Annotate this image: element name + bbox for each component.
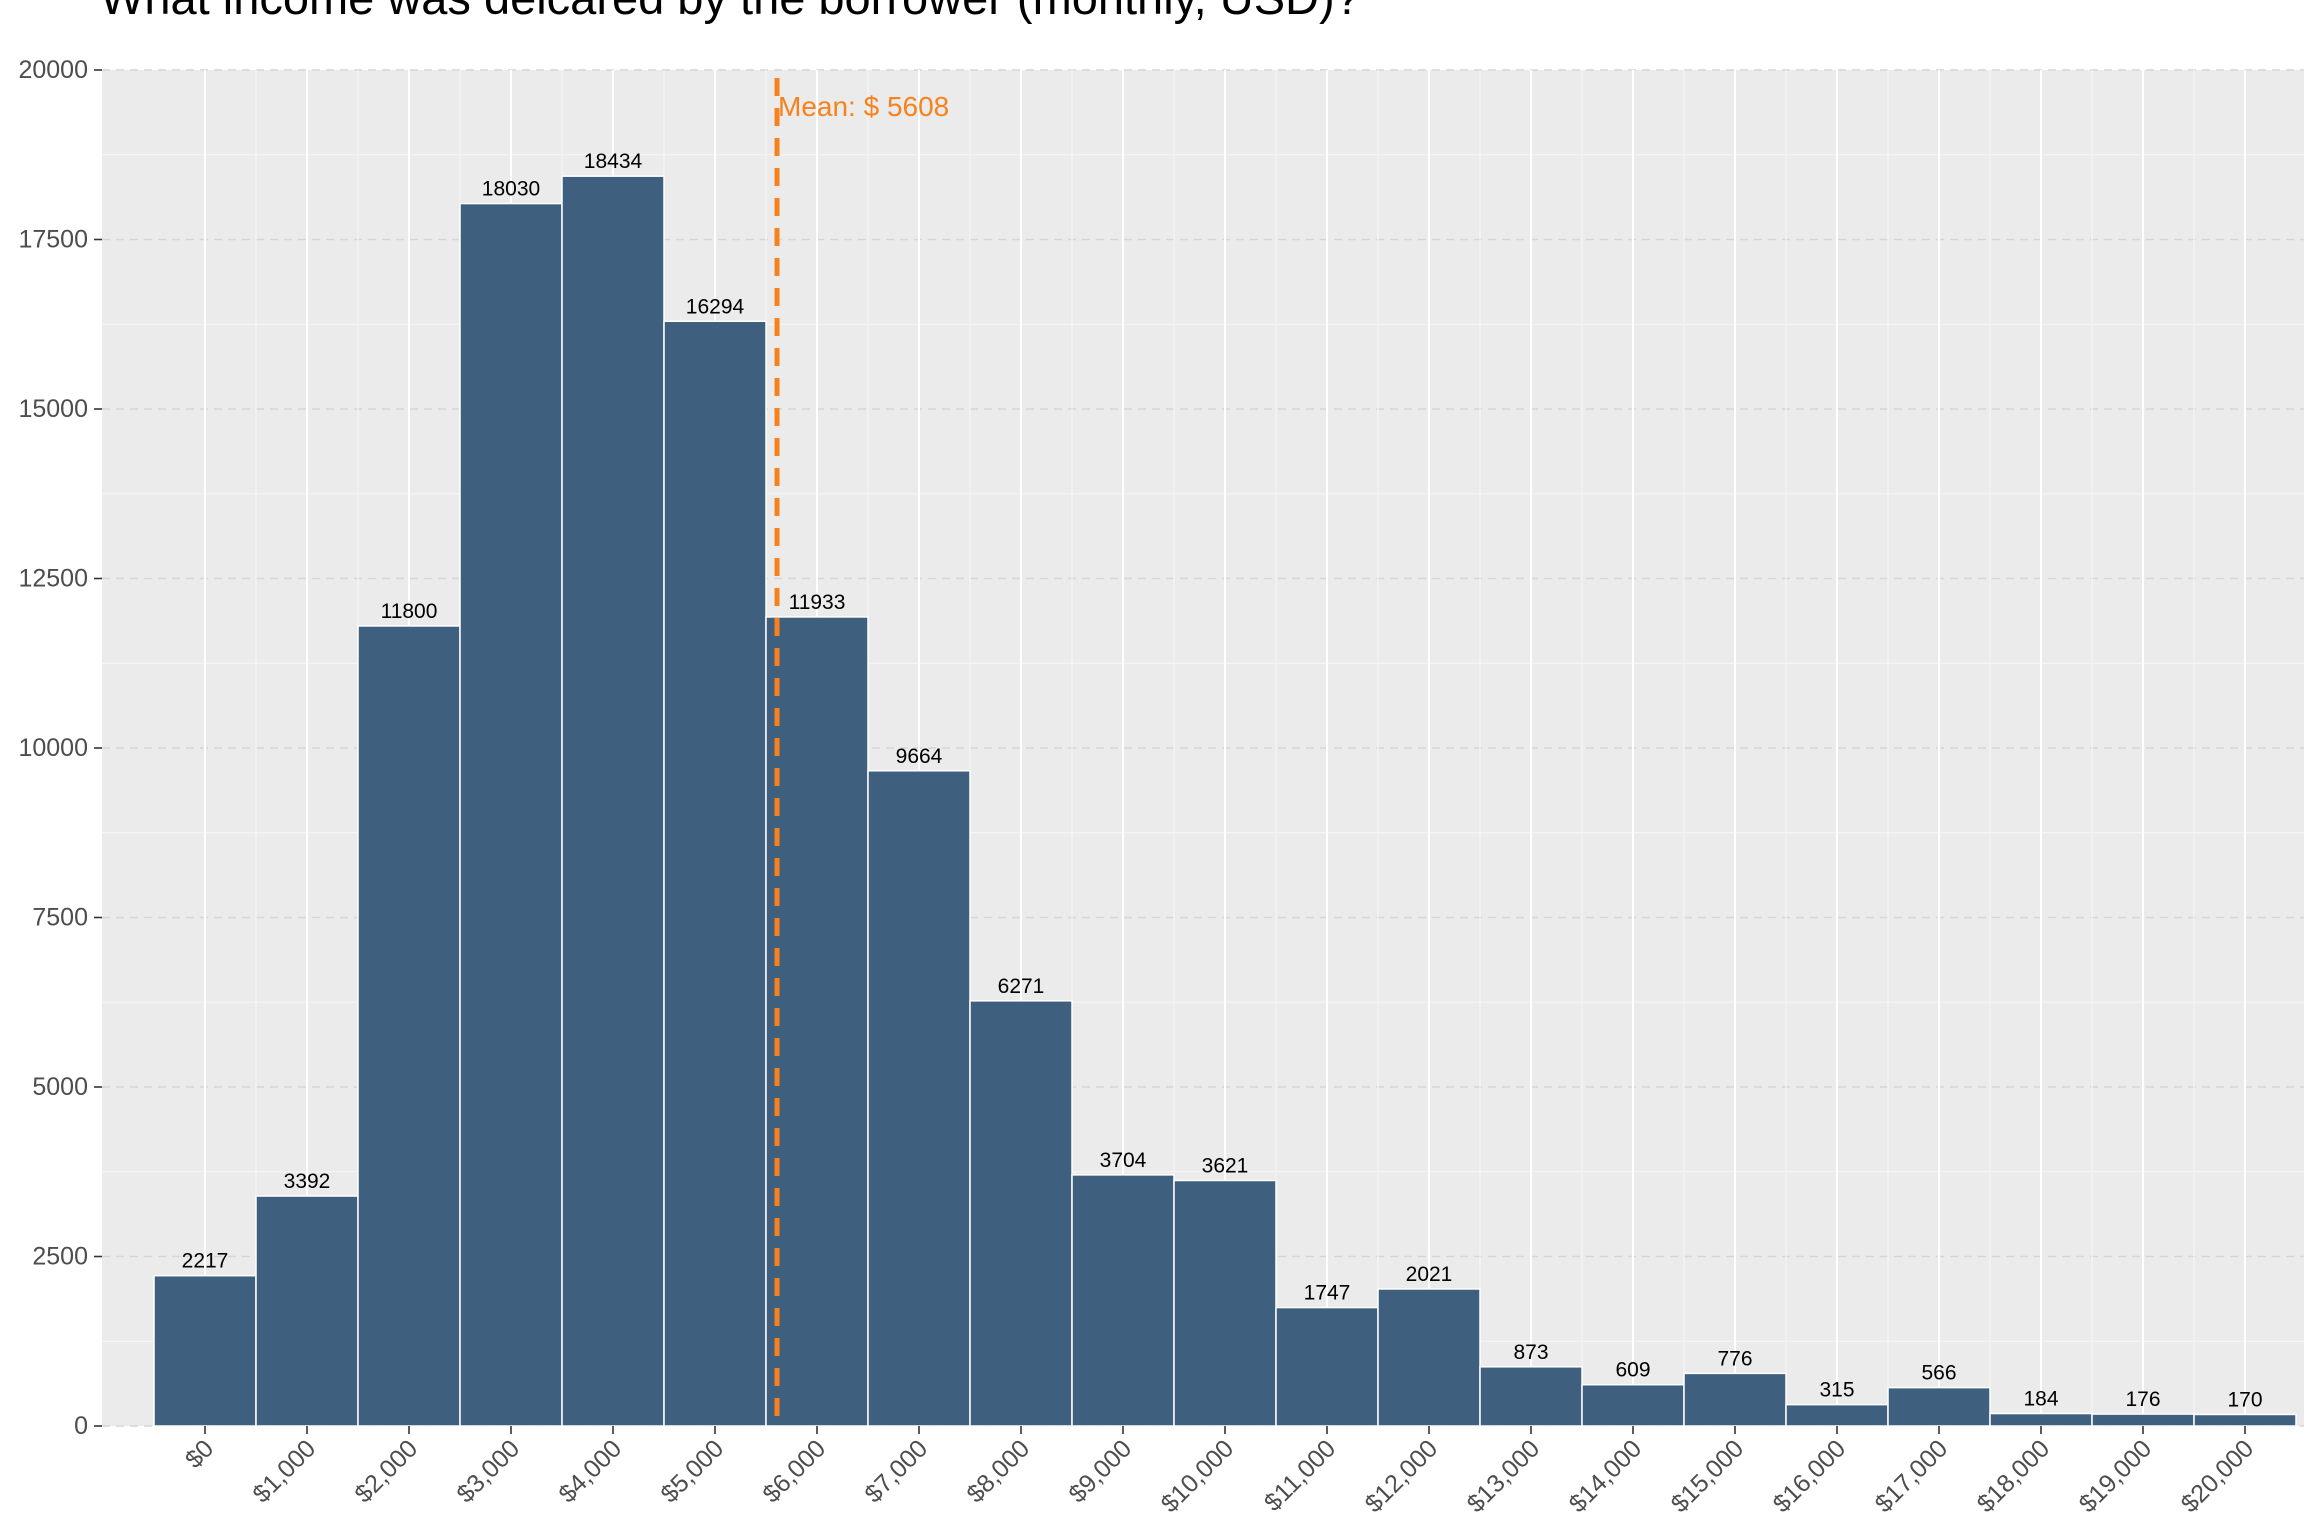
bar-value-label: 6271 bbox=[998, 975, 1045, 998]
bar bbox=[663, 320, 767, 1427]
y-tick-label: 5000 bbox=[32, 1073, 88, 1101]
bar bbox=[1479, 1366, 1583, 1427]
bar-value-label: 9664 bbox=[896, 745, 943, 768]
bar-value-label: 776 bbox=[1717, 1347, 1752, 1370]
x-tick-label: $6,000 bbox=[757, 1434, 831, 1508]
bar bbox=[2091, 1413, 2195, 1427]
bar-value-label: 566 bbox=[1921, 1362, 1956, 1385]
bar-value-label: 170 bbox=[2227, 1388, 2262, 1411]
bar bbox=[357, 625, 461, 1427]
bar bbox=[1683, 1372, 1787, 1427]
bars bbox=[153, 175, 2297, 1427]
x-axis: $0 $1,000 $2,000 $3,000 $4,000 $5,000 $6,000 $7… bbox=[180, 1426, 2259, 1518]
x-tick-label: $17,000 bbox=[1870, 1434, 1954, 1518]
bar bbox=[969, 1000, 1073, 1427]
bar-value-label: 16294 bbox=[686, 295, 745, 318]
bar bbox=[255, 1195, 359, 1427]
bar bbox=[1581, 1383, 1685, 1427]
bar-value-label: 18030 bbox=[482, 178, 540, 201]
x-tick-label: $4,000 bbox=[553, 1434, 627, 1508]
x-tick-label: $3,000 bbox=[451, 1434, 525, 1508]
y-tick-label: 2500 bbox=[32, 1243, 88, 1271]
bar bbox=[561, 175, 665, 1427]
x-tick-label: $5,000 bbox=[655, 1434, 729, 1508]
y-tick-label: 7500 bbox=[32, 904, 88, 932]
x-tick-label: $9,000 bbox=[1063, 1434, 1137, 1508]
mean-indicator: Mean: $ 5608 bbox=[774, 78, 949, 1426]
bar bbox=[867, 770, 971, 1427]
bar bbox=[1887, 1386, 1991, 1427]
y-tick-label: 0 bbox=[74, 1412, 88, 1440]
bar-value-label: 11800 bbox=[381, 600, 438, 623]
chart-title: What income was delcared by the borrower… bbox=[100, 0, 1361, 25]
bar bbox=[1275, 1306, 1379, 1427]
x-tick-label: $11,000 bbox=[1259, 1434, 1341, 1516]
bar-value-label: 873 bbox=[1513, 1341, 1548, 1364]
bar-value-labels: 2217 3392 11800 18030 18434 16294 11933 9664 627… bbox=[182, 150, 2263, 1411]
x-tick-label: $1,000 bbox=[247, 1434, 321, 1508]
x-tick-label: $20,000 bbox=[2176, 1434, 2260, 1518]
bar bbox=[459, 202, 563, 1427]
y-tick-label: 10000 bbox=[18, 734, 88, 762]
bar-value-label: 2217 bbox=[182, 1250, 229, 1273]
bar-value-label: 315 bbox=[1819, 1379, 1854, 1402]
y-tick-label: 17500 bbox=[18, 226, 88, 254]
mean-label: Mean: $ 5608 bbox=[778, 91, 949, 122]
x-tick-label: $10,000 bbox=[1156, 1434, 1240, 1518]
bar bbox=[765, 616, 869, 1427]
y-tick-label: 20000 bbox=[18, 56, 88, 84]
bar-value-label: 3392 bbox=[284, 1170, 331, 1193]
x-tick-label: $2,000 bbox=[349, 1434, 423, 1508]
bar-value-label: 3621 bbox=[1202, 1154, 1249, 1177]
x-tick-label: $12,000 bbox=[1360, 1434, 1444, 1518]
bar-value-label: 609 bbox=[1615, 1359, 1650, 1382]
y-tick-label: 15000 bbox=[18, 395, 88, 423]
bar bbox=[1377, 1288, 1481, 1427]
bar-value-label: 2021 bbox=[1406, 1263, 1453, 1286]
bar-value-label: 11933 bbox=[789, 591, 846, 614]
bar bbox=[2193, 1413, 2297, 1427]
x-tick-label: $19,000 bbox=[2074, 1434, 2158, 1518]
bar-value-label: 18434 bbox=[584, 150, 643, 173]
x-tick-label: $18,000 bbox=[1972, 1434, 2056, 1518]
bar-value-label: 1747 bbox=[1304, 1282, 1351, 1305]
bar bbox=[153, 1274, 257, 1427]
bar bbox=[1989, 1412, 2093, 1427]
bar bbox=[1785, 1403, 1889, 1427]
x-tick-label: $14,000 bbox=[1564, 1434, 1648, 1518]
bar bbox=[1173, 1179, 1277, 1427]
bar bbox=[1071, 1174, 1175, 1427]
x-tick-label: $13,000 bbox=[1462, 1434, 1546, 1518]
y-tick-label: 12500 bbox=[18, 565, 88, 593]
bar-value-label: 3704 bbox=[1100, 1149, 1147, 1172]
x-tick-label: $7,000 bbox=[859, 1434, 933, 1508]
y-axis: 0 2500 5000 7500 10000 12500 15000 17500 20000 bbox=[18, 56, 102, 1440]
x-tick-label: $8,000 bbox=[961, 1434, 1035, 1508]
bar-value-label: 184 bbox=[2023, 1388, 2058, 1411]
x-tick-label: $15,000 bbox=[1666, 1434, 1750, 1518]
x-tick-label: $0 bbox=[180, 1434, 219, 1473]
x-tick-label: $16,000 bbox=[1768, 1434, 1852, 1518]
bar-value-label: 176 bbox=[2125, 1388, 2160, 1411]
